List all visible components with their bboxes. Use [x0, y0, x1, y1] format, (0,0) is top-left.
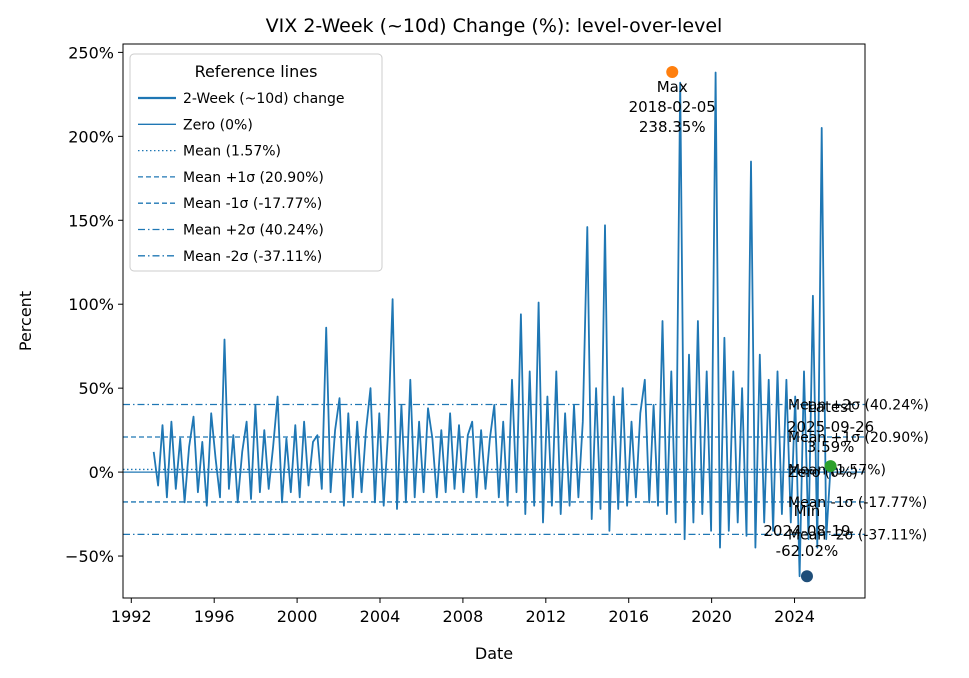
reference-line-label-4: Mean +2σ (40.24%)	[788, 398, 929, 414]
legend-entry-1: Zero (0%)	[183, 117, 253, 133]
reference-line-label-0: Zero (0%)	[788, 465, 858, 481]
y-tick-label-4: 150%	[68, 211, 114, 230]
series-layer	[152, 71, 832, 578]
annotation-latest-line-0: Latest	[807, 398, 853, 416]
annotation-latest-line-1: 2025-09-26	[787, 418, 874, 436]
x-tick-label-7: 2020	[691, 607, 732, 626]
x-axis: 1992 1996 2000 2004 2008 2012 2016 2020 2024	[111, 598, 815, 626]
legend-title: Reference lines	[195, 62, 318, 81]
y-tick-label-6: 250%	[68, 43, 114, 62]
annotation-max-line-0: Max	[657, 78, 688, 96]
y-tick-label-0: −50%	[65, 547, 114, 566]
reference-line-label-3: Mean -1σ (-17.77%)	[788, 495, 927, 511]
legend-entry-0: 2-Week (~10d) change	[183, 91, 345, 107]
x-tick-label-5: 2012	[525, 607, 566, 626]
y-axis-label: Percent	[16, 291, 35, 351]
annotations: Max 2018-02-05 238.35% Min 2024-08-19 -62.02%…	[629, 65, 874, 583]
annotation-marker-min	[800, 570, 813, 583]
series-line-0	[152, 71, 832, 578]
plot-area: Zero (0%)Mean (1.57%)Mean +1σ (20.90%)Me…	[122, 43, 929, 599]
x-tick-label-3: 2004	[360, 607, 401, 626]
annotation-max-line-1: 2018-02-05	[629, 98, 716, 116]
legend-entry-6: Mean -2σ (-37.11%)	[183, 249, 322, 265]
reference-line-label-2: Mean +1σ (20.90%)	[788, 430, 929, 446]
reference-line-label-5: Mean -2σ (-37.11%)	[788, 527, 927, 543]
x-tick-label-6: 2016	[608, 607, 649, 626]
x-tick-label-1: 1996	[194, 607, 235, 626]
annotation-min-line-2: -62.02%	[776, 542, 839, 560]
annotation-marker-max	[666, 65, 679, 78]
legend: Reference lines 2-Week (~10d) change Zero …	[129, 53, 383, 272]
annotation-latest-line-2: 3.59%	[807, 438, 855, 456]
plot-frame	[122, 43, 866, 599]
annotation-min-line-0: Min	[794, 502, 821, 520]
legend-entry-2: Mean (1.57%)	[183, 144, 281, 160]
x-axis-label: Date	[475, 644, 513, 663]
y-tick-label-2: 50%	[78, 379, 114, 398]
chart-title: VIX 2-Week (~10d) Change (%): level-over…	[266, 15, 723, 37]
reference-line-labels: Zero (0%)Mean (1.57%) Mean +1σ (20.90%) Me…	[788, 398, 929, 544]
legend-box	[129, 53, 383, 272]
legend-entry-5: Mean +2σ (40.24%)	[183, 223, 324, 239]
x-tick-label-2: 2000	[277, 607, 318, 626]
x-tick-label-0: 1992	[111, 607, 152, 626]
x-tick-label-8: 2024	[774, 607, 815, 626]
legend-entry-4: Mean -1σ (-17.77%)	[183, 196, 322, 212]
y-tick-label-3: 100%	[68, 295, 114, 314]
reference-line-label-1: Mean (1.57%)	[788, 462, 886, 478]
x-tick-label-4: 2008	[443, 607, 484, 626]
legend-entry-3: Mean +1σ (20.90%)	[183, 170, 324, 186]
y-tick-label-5: 200%	[68, 127, 114, 146]
y-axis: −50% 0% 50% 100% 150% 200% 250%	[65, 43, 123, 566]
annotation-min-line-1: 2024-08-19	[763, 522, 850, 540]
y-tick-label-1: 0%	[89, 463, 114, 482]
annotation-max-line-2: 238.35%	[639, 118, 706, 136]
annotation-marker-latest	[824, 460, 837, 473]
